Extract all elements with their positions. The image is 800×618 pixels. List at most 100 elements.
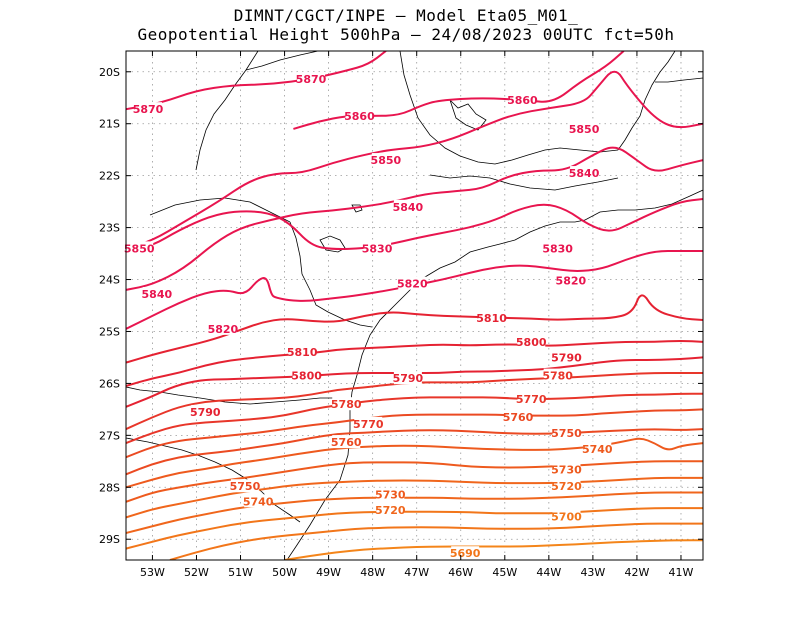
contour-label-bg [552, 425, 581, 439]
contour-line-5870 [126, 51, 387, 111]
contour-line-5850 [126, 70, 703, 250]
contour-label-bg [552, 350, 581, 364]
lon-tick-label: 50W [272, 566, 297, 579]
map-title-line-2: Geopotential Height 500hPa – 24/08/2023 … [137, 25, 675, 44]
contour-label-bg [570, 121, 599, 135]
contour-label-bg [134, 102, 163, 116]
contour-label: 5850 [124, 242, 155, 255]
contour-label: 5760 [503, 411, 534, 424]
state-border [126, 386, 352, 405]
contour-label: 5830 [542, 242, 573, 255]
contour-label-bg [371, 153, 400, 167]
contour-label: 5820 [556, 275, 587, 288]
contour-label: 5830 [362, 242, 393, 255]
lat-tick-label: 28S [99, 481, 120, 494]
contour-label-bg [345, 108, 374, 122]
state-border [289, 221, 373, 328]
contour-label: 5690 [450, 547, 481, 560]
contour-label-bg [230, 479, 259, 493]
lat-tick-label: 24S [99, 274, 120, 287]
contour-label-bg [552, 509, 581, 523]
contour-label: 5860 [507, 94, 538, 107]
lon-tick-label: 45W [492, 566, 517, 579]
lon-tick-label: 53W [140, 566, 165, 579]
contour-line-5690 [169, 522, 703, 560]
lon-tick-label: 42W [624, 566, 649, 579]
contour-label-bg [477, 310, 506, 324]
contours [126, 51, 703, 560]
contour-line-5840 [126, 146, 703, 291]
contour-label-bg [508, 92, 537, 106]
contour-label-bg [543, 368, 572, 382]
lon-tick-label: 48W [360, 566, 385, 579]
contour-label: 5810 [476, 312, 507, 325]
contour-line-5730 [126, 460, 703, 503]
contour-line-5800 [126, 340, 703, 387]
contour-label-bg [354, 416, 383, 430]
contour-label-bg [451, 546, 480, 560]
lon-tick-label: 49W [316, 566, 341, 579]
contour-line-5760 [126, 408, 703, 459]
state-border [195, 51, 259, 171]
state-border [399, 51, 619, 165]
lat-tick-label: 20S [99, 66, 120, 79]
state-border [245, 51, 319, 71]
contour-label: 5750 [551, 427, 582, 440]
lon-tick-label: 41W [669, 566, 694, 579]
contour-label: 5780 [542, 370, 573, 383]
contour-label-bg [543, 241, 572, 255]
contour-label-bg [208, 321, 237, 335]
lat-tick-label: 26S [99, 377, 120, 390]
lat-tick-label: 29S [99, 533, 120, 546]
state-border [149, 197, 291, 223]
contour-label: 5700 [551, 510, 582, 523]
contour-label-bg [288, 345, 317, 359]
contour-label: 5790 [190, 406, 221, 419]
contour-label: 5770 [516, 393, 547, 406]
graticule [126, 51, 703, 560]
contour-line-5810 [126, 294, 703, 364]
contour-label-bg [296, 72, 325, 86]
contour-labels: 5870 5870 5860 5860 5850 5850 5850 5840 5840 5840… [124, 72, 613, 560]
contour-label: 5730 [375, 489, 406, 502]
plot-frame [125, 50, 704, 561]
contour-label: 5850 [371, 154, 402, 167]
contour-label: 5740 [582, 443, 613, 456]
contour-line-5720 [126, 476, 703, 519]
lon-tick-label: 52W [184, 566, 209, 579]
contour-label: 5870 [133, 103, 164, 116]
map-title-line-1: DIMNT/CGCT/INPE – Model Eta05_M01_ [233, 6, 579, 25]
contour-label-bg [393, 199, 422, 213]
contour-label: 5820 [208, 323, 239, 336]
contour-label-bg [244, 494, 273, 508]
contour-label: 5840 [569, 167, 600, 180]
contour-label-bg [552, 462, 581, 476]
lon-tick-label: 47W [404, 566, 429, 579]
contour-line-5750 [126, 428, 703, 476]
contour-label: 5850 [569, 123, 600, 136]
lon-tick-label: 43W [580, 566, 605, 579]
contour-label-bg [125, 241, 154, 255]
contour-label-bg [552, 479, 581, 493]
contour-label-bg [191, 404, 220, 418]
state-border [617, 51, 676, 151]
lat-tick-label: 23S [99, 222, 120, 235]
contour-label: 5840 [142, 288, 173, 301]
coastline [286, 189, 703, 560]
contour-label-bg [376, 487, 405, 501]
contour-label-bg [504, 410, 533, 424]
contour-label-bg [570, 166, 599, 180]
contour-line-5820 [126, 250, 703, 330]
lake [449, 99, 487, 131]
contour-line-5770 [126, 392, 703, 445]
contour-line-5680 [284, 539, 703, 560]
contour-label-bg [363, 241, 392, 255]
contour-label: 5770 [353, 418, 384, 431]
lon-tick-label: 51W [228, 566, 253, 579]
contour-label-bg [517, 334, 546, 348]
contour-label: 5720 [551, 480, 582, 493]
contour-label: 5870 [296, 73, 327, 86]
contour-line-5740 [126, 437, 703, 489]
contour-label: 5730 [551, 464, 582, 477]
